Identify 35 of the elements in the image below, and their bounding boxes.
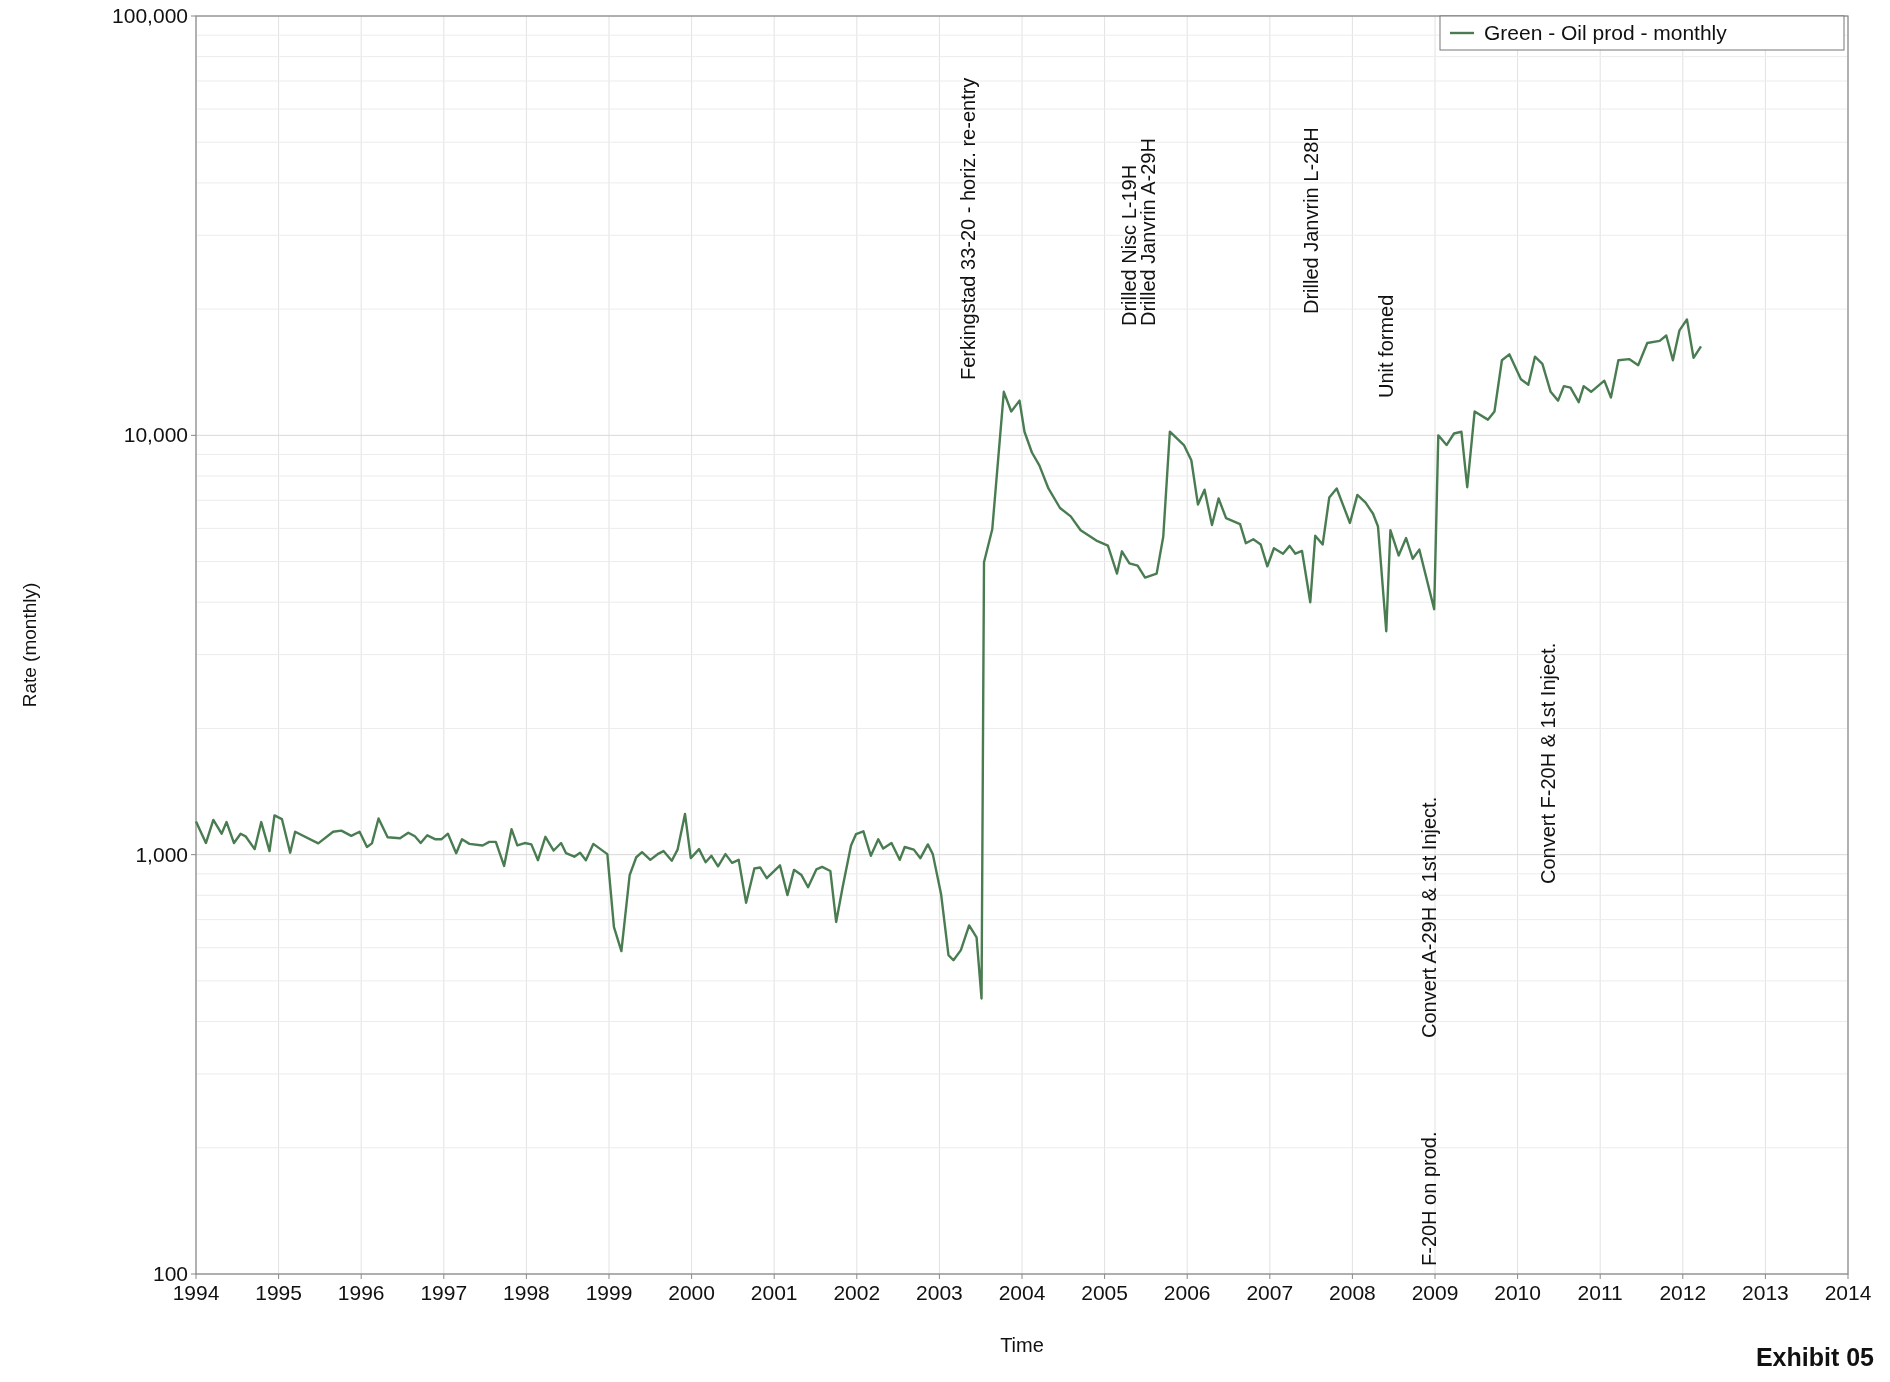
x-tick-label: 2005: [1081, 1281, 1128, 1304]
x-tick-label: 2014: [1824, 1281, 1872, 1304]
x-tick-label: 2007: [1246, 1281, 1294, 1304]
x-tick-label: 2010: [1494, 1281, 1541, 1304]
annotation: F-20H on prod.: [1418, 1131, 1440, 1266]
x-tick-label: 2013: [1742, 1281, 1789, 1304]
y-axis-title: Rate (monthly): [19, 582, 40, 708]
x-tick-label: 1995: [255, 1281, 302, 1304]
x-tick-label: 1996: [337, 1281, 385, 1304]
text: Exhibit 05: [1755, 1343, 1875, 1371]
y-tick-label: 1,000: [135, 842, 188, 866]
annotation: Ferkingstad 33-20 - horiz. re-entry: [957, 77, 979, 380]
x-tick-label: 2002: [833, 1281, 881, 1304]
x-tick-label: 1999: [585, 1281, 633, 1304]
y-tick-label: 10,000: [123, 423, 188, 447]
x-tick-label: 2001: [750, 1281, 798, 1304]
annotation: Convert F-20H & 1st Inject.: [1537, 642, 1559, 884]
x-tick-label: 1998: [503, 1281, 550, 1304]
annotation: Drilled Nisc L-19H: [1118, 164, 1140, 326]
x-tick-label: 2008: [1329, 1281, 1376, 1304]
x-tick-label: 2003: [916, 1281, 963, 1304]
x-tick-label: 2011: [1577, 1281, 1623, 1304]
x-axis-title: Time: [1000, 1334, 1044, 1356]
x-tick-label: 2000: [668, 1281, 715, 1304]
x-tick-label: 2006: [1163, 1281, 1211, 1304]
x-tick-label: 2009: [1411, 1281, 1459, 1304]
annotation: Convert A-29H & 1st Inject.: [1418, 796, 1440, 1038]
legend-label: Green - Oil prod - monthly: [1484, 21, 1728, 44]
x-tick-label: 1997: [420, 1281, 468, 1304]
x-tick-label: 2004: [998, 1281, 1046, 1304]
y-tick-label: 100,000: [112, 4, 188, 27]
annotation: Drilled Janvrin A-29H: [1137, 138, 1159, 326]
annotation: Drilled Janvrin L-28H: [1300, 127, 1322, 314]
annotation: Unit formed: [1375, 294, 1397, 398]
x-tick-label: 2012: [1659, 1281, 1707, 1304]
